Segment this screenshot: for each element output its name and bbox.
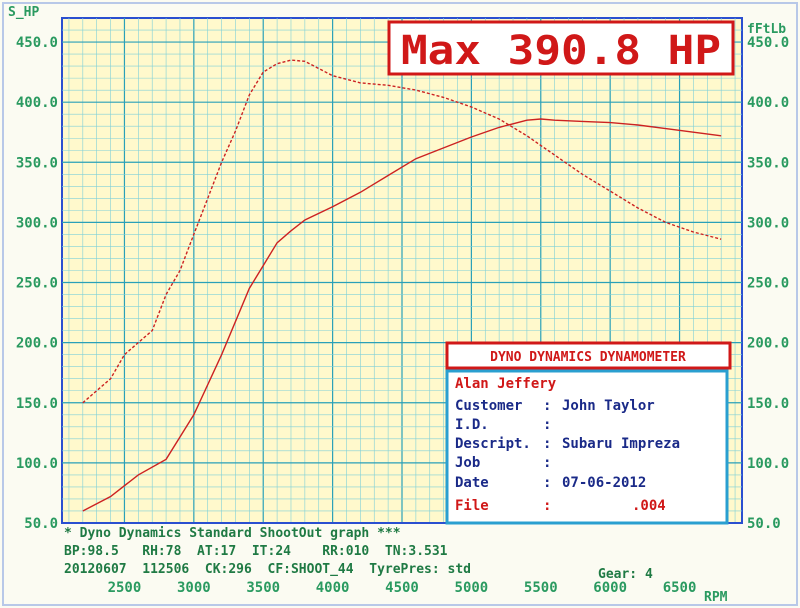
info-label-id: I.D.	[455, 417, 489, 433]
info-label-file: File	[455, 498, 489, 514]
right-tick-label: 400.0	[747, 95, 789, 111]
info-label-date: Date	[455, 475, 489, 491]
info-box	[445, 369, 729, 525]
right-tick-label: 150.0	[747, 396, 789, 412]
left-tick-label: 300.0	[16, 215, 58, 231]
right-axis-ticks: 50.0 100.0 150.0 200.0 250.0 300.0 350.0 400.0 4…	[747, 35, 789, 532]
info-value-file: .004	[632, 498, 666, 514]
info-colon: :	[543, 475, 551, 491]
right-tick-label: 250.0	[747, 276, 789, 292]
info-colon: :	[543, 498, 551, 514]
info-title-box	[445, 341, 732, 370]
x-tick-label: 5500	[524, 580, 558, 596]
info-label-job: Job	[455, 455, 480, 471]
info-label-customer: Customer	[455, 398, 522, 414]
series-line-power	[82, 118, 722, 512]
info-colon: :	[543, 436, 551, 452]
right-tick-label: 300.0	[747, 215, 789, 231]
max-label: Max 390.8 HP	[401, 28, 721, 74]
left-axis-label: S_HP	[8, 5, 39, 20]
x-tick-label: 4500	[385, 580, 419, 596]
info-value-descript: Subaru Impreza	[562, 436, 680, 452]
info-title: DYNO DYNAMICS DYNAMOMETER	[490, 350, 686, 365]
right-tick-label: 100.0	[747, 456, 789, 472]
info-operator: Alan Jeffery	[455, 376, 557, 392]
x-tick-label: 6500	[663, 580, 697, 596]
info-value-customer: John Taylor	[562, 398, 655, 414]
left-tick-label: 450.0	[16, 35, 58, 51]
x-tick-label: 5000	[455, 580, 489, 596]
x-tick-label: 2500	[108, 580, 142, 596]
info-value-date: 07-06-2012	[562, 475, 646, 491]
x-tick-label: 3500	[246, 580, 280, 596]
x-axis-label: RPM	[704, 590, 728, 605]
x-tick-label: 6000	[593, 580, 627, 596]
x-tick-label: 4000	[316, 580, 350, 596]
x-tick-label: 3000	[177, 580, 211, 596]
info-label-descript: Descript.	[455, 436, 531, 452]
info-colon: :	[543, 417, 551, 433]
right-tick-label: 450.0	[747, 35, 789, 51]
footer-line-3: 20120607 112506 CK:296 CF:SHOOT_44 TyreP…	[64, 562, 471, 577]
left-tick-label: 100.0	[16, 456, 58, 472]
left-tick-label: 200.0	[16, 336, 58, 352]
right-tick-label: 350.0	[747, 155, 789, 171]
max-label-box	[387, 20, 735, 76]
left-tick-label: 400.0	[16, 95, 58, 111]
footer-line-1: * Dyno Dynamics Standard ShootOut graph …	[64, 526, 401, 541]
right-axis-label: fFtLb	[747, 22, 786, 37]
left-tick-label: 50.0	[24, 516, 58, 532]
info-colon: :	[543, 455, 551, 471]
left-tick-label: 150.0	[16, 396, 58, 412]
left-axis-ticks: 50.0 100.0 150.0 200.0 250.0 300.0 350.0 400.0 4…	[16, 35, 58, 532]
x-axis-ticks: 2500 3000 3500 4000 4500 5000 5500 6000 6500	[108, 580, 697, 596]
right-tick-label: 50.0	[747, 516, 781, 532]
footer-line-2: BP:98.5 RH:78 AT:17 IT:24 RR:010 TN:3.53…	[64, 544, 448, 559]
series-line-torque	[82, 59, 722, 404]
left-tick-label: 250.0	[16, 276, 58, 292]
right-tick-label: 200.0	[747, 336, 789, 352]
info-colon: :	[543, 398, 551, 414]
grid-lines	[62, 18, 742, 523]
footer-gear: Gear: 4	[598, 567, 653, 582]
left-tick-label: 350.0	[16, 155, 58, 171]
